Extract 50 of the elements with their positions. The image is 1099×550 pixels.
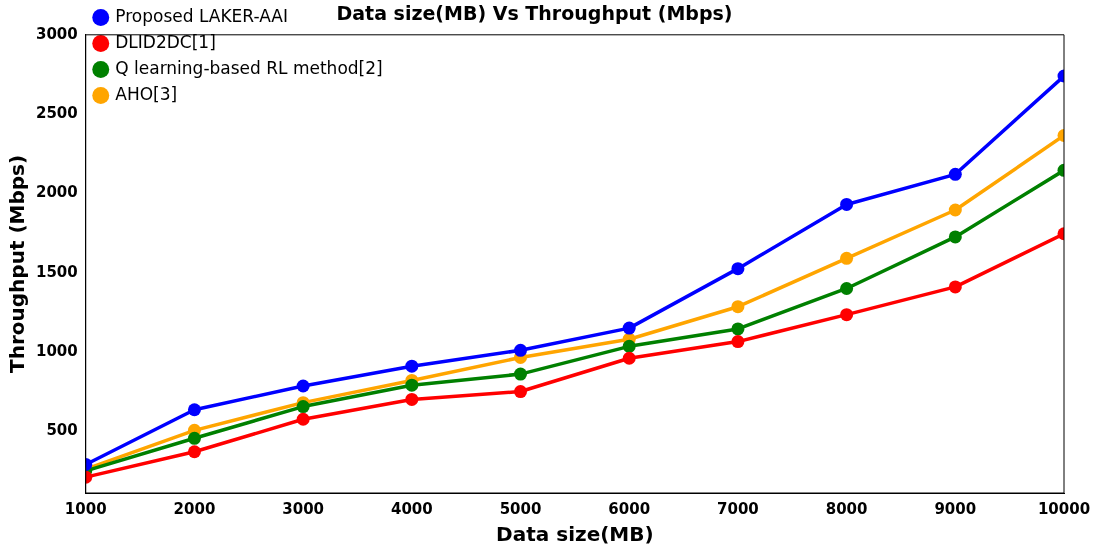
point (840, 281, 854, 295)
legend-label: AHO[3] (115, 83, 178, 104)
point (405, 378, 419, 392)
legend-label: Q learning-based RL method[2] (115, 57, 383, 78)
x-tick-label: 6000 (608, 499, 651, 518)
y-tick-label: 1000 (36, 341, 78, 360)
x-tick-label: 2000 (173, 499, 216, 518)
x-tick-label: 7000 (717, 499, 759, 518)
point (187, 403, 201, 417)
y-tick-label: 2500 (36, 103, 78, 122)
y-tick-label: 3000 (36, 24, 78, 43)
x-tick-label: 9000 (934, 499, 977, 518)
point (405, 359, 419, 373)
x-axis-title: Data size(MB) (496, 522, 654, 547)
point (296, 412, 310, 426)
point (731, 300, 745, 314)
x-tick-label: 3000 (282, 499, 325, 518)
point (948, 167, 962, 181)
y-tick-label: 1500 (36, 262, 78, 281)
point (514, 343, 528, 357)
point (948, 280, 962, 294)
legend-label: Proposed LAKER-AAI (115, 5, 288, 26)
point (622, 339, 636, 353)
point (514, 385, 528, 399)
point (187, 431, 201, 445)
y-axis-title: Throughput (Mbps) (5, 154, 30, 373)
point (731, 322, 745, 336)
x-tick-label: 1000 (64, 499, 107, 518)
point (840, 197, 854, 211)
point (622, 351, 636, 365)
point (405, 392, 419, 406)
legend-label: DLID2DC[1] (115, 31, 216, 52)
x-tick-label: 4000 (390, 499, 433, 518)
point (840, 308, 854, 322)
point (731, 335, 745, 349)
point (948, 203, 962, 217)
point (187, 445, 201, 459)
chart-title: Data size(MB) Vs Throughput (Mbps) (336, 2, 733, 25)
x-tick-label: 5000 (499, 499, 542, 518)
point (731, 262, 745, 276)
y-tick-label: 2000 (36, 183, 78, 202)
y-tick-label: 500 (46, 421, 78, 440)
point (296, 400, 310, 414)
point (948, 230, 962, 244)
point (622, 321, 636, 335)
x-tick-label: 10000 (1037, 499, 1091, 518)
point (296, 379, 310, 393)
point (840, 251, 854, 265)
x-tick-label: 8000 (825, 499, 868, 518)
point (514, 367, 528, 381)
